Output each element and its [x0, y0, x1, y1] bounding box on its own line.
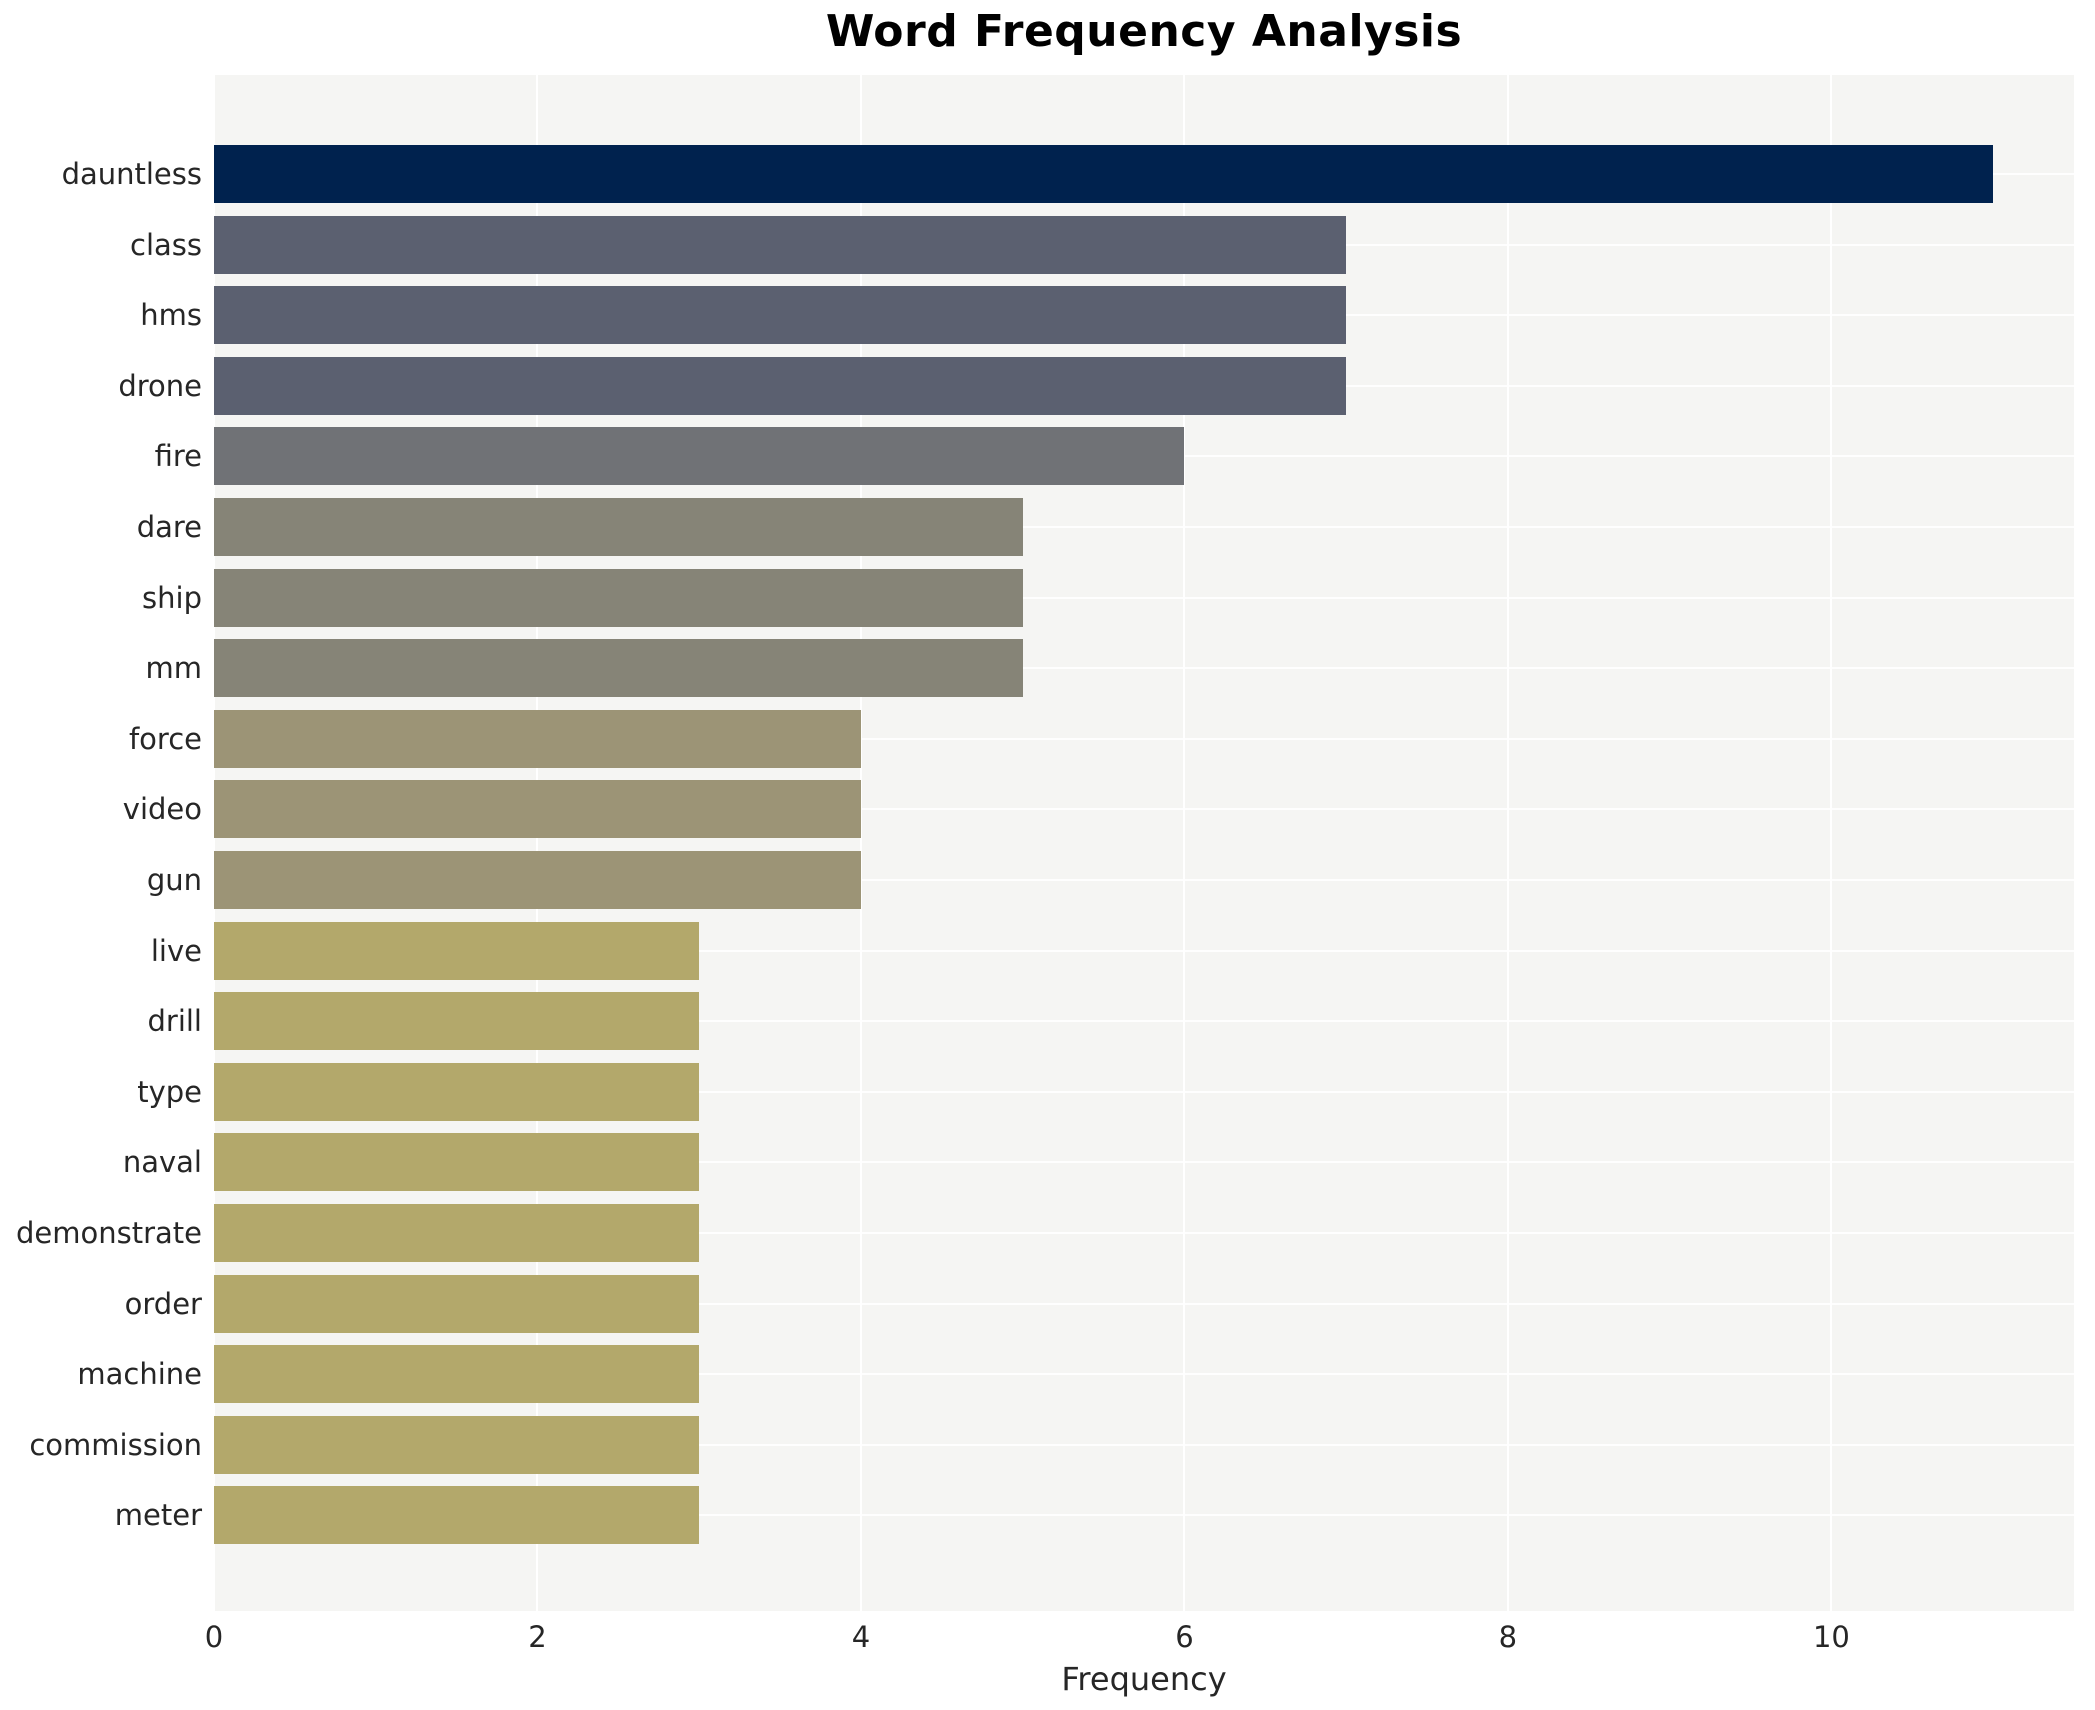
- y-axis-label-gun: gun: [146, 863, 202, 897]
- gridline-horizontal-commission: [214, 1443, 2074, 1446]
- bar-commission: [214, 1415, 700, 1474]
- gridline-horizontal-drill: [214, 1020, 2074, 1023]
- bar-video: [214, 780, 861, 839]
- bar-order: [214, 1274, 700, 1333]
- gridline-horizontal-force: [214, 737, 2074, 740]
- y-axis-label-class: class: [130, 227, 202, 262]
- y-axis-label-drone: drone: [118, 368, 202, 403]
- y-axis-label-order: order: [124, 1286, 202, 1321]
- bar-demonstrate: [214, 1204, 700, 1262]
- bar-live: [214, 921, 700, 980]
- bar-drill: [214, 992, 700, 1051]
- bar-ship: [214, 568, 1023, 627]
- bar-naval: [214, 1133, 700, 1192]
- bar-mm: [214, 639, 1023, 698]
- gridline-horizontal-dare: [214, 526, 2074, 528]
- y-axis-label-fire: fire: [154, 439, 202, 474]
- y-axis-label-machine: machine: [77, 1357, 202, 1392]
- y-axis-label-type: type: [137, 1074, 202, 1109]
- bar-drone: [214, 356, 1347, 415]
- y-axis-label-mm: mm: [145, 651, 203, 686]
- gridline-vertical-10: [1830, 75, 1833, 1611]
- gridline-horizontal-gun: [214, 879, 2074, 881]
- bar-fire: [214, 427, 1185, 486]
- gridline-vertical-8: [1506, 75, 1509, 1611]
- y-axis-label-meter: meter: [114, 1498, 202, 1533]
- gridline-horizontal-mm: [214, 667, 2074, 670]
- x-tick-label-2: 2: [528, 1620, 547, 1654]
- x-tick-label-8: 8: [1498, 1620, 1518, 1654]
- y-axis-label-dare: dare: [136, 510, 202, 544]
- gridline-horizontal-video: [214, 808, 2074, 811]
- x-tick-label-6: 6: [1175, 1620, 1194, 1654]
- bar-meter: [214, 1486, 700, 1545]
- y-axis-label-hms: hms: [140, 298, 202, 333]
- bar-gun: [214, 851, 861, 909]
- gridline-horizontal-machine: [214, 1373, 2074, 1376]
- x-tick-label-0: 0: [204, 1620, 224, 1654]
- chart-title: Word Frequency Analysis: [825, 6, 1463, 57]
- y-axis-label-ship: ship: [142, 580, 202, 615]
- y-axis-label-demonstrate: demonstrate: [15, 1216, 202, 1250]
- gridline-horizontal-meter: [214, 1514, 2074, 1517]
- y-axis-label-video: video: [122, 792, 202, 827]
- y-axis-label-live: live: [150, 933, 202, 968]
- gridline-horizontal-ship: [214, 596, 2074, 599]
- x-tick-label-4: 4: [851, 1620, 871, 1654]
- gridline-horizontal-naval: [214, 1161, 2074, 1164]
- gridline-horizontal-type: [214, 1090, 2074, 1093]
- gridline-vertical-0: [213, 75, 215, 1611]
- bar-hms: [214, 286, 1347, 345]
- gridline-horizontal-demonstrate: [214, 1232, 2074, 1234]
- bar-dare: [214, 498, 1023, 556]
- y-axis-label-commission: commission: [29, 1427, 202, 1462]
- x-tick-label-10: 10: [1812, 1620, 1850, 1654]
- x-axis-title: Frequency: [1061, 1660, 1227, 1698]
- plot-area: [213, 75, 2074, 1611]
- bar-force: [214, 709, 861, 768]
- bar-machine: [214, 1345, 700, 1404]
- gridline-vertical-4: [859, 75, 862, 1611]
- gridline-vertical-6: [1183, 75, 1186, 1611]
- gridline-horizontal-order: [214, 1302, 2074, 1305]
- y-axis-label-dauntless: dauntless: [61, 157, 202, 191]
- bar-class: [214, 215, 1347, 274]
- gridline-vertical-2: [536, 75, 539, 1611]
- gridline-horizontal-live: [214, 949, 2074, 952]
- y-axis-label-naval: naval: [122, 1145, 202, 1180]
- y-axis-label-drill: drill: [147, 1004, 202, 1039]
- y-axis-label-force: force: [128, 721, 202, 756]
- bar-dauntless: [214, 145, 1994, 203]
- bar-type: [214, 1062, 700, 1121]
